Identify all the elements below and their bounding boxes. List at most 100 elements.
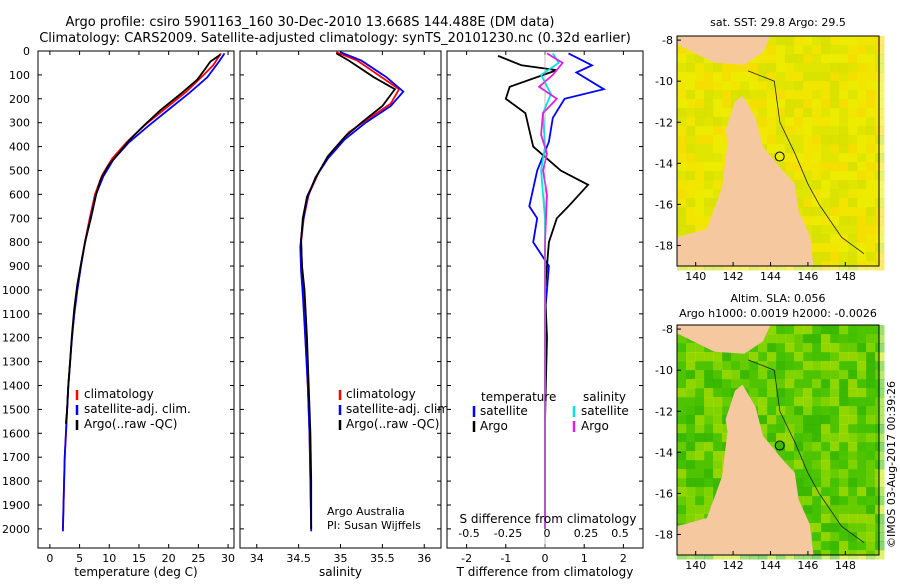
- data-cell: [686, 135, 696, 145]
- data-cell: [731, 63, 741, 73]
- data-cell: [794, 415, 804, 425]
- data-cell: [803, 135, 813, 145]
- data-cell: [821, 81, 831, 91]
- legend-label: satellite-adj. clim.: [346, 402, 453, 416]
- data-cell: [713, 171, 723, 181]
- data-cell: [794, 189, 804, 199]
- data-cell: [704, 424, 714, 434]
- data-cell: [857, 325, 867, 335]
- data-cell: [785, 325, 795, 335]
- data-cell: [857, 343, 867, 353]
- data-cell: [866, 135, 876, 145]
- data-cell: [857, 153, 867, 163]
- data-cell: [704, 406, 714, 416]
- data-cell: [812, 234, 822, 244]
- data-cell: [839, 180, 849, 190]
- data-cell: [776, 126, 786, 136]
- y-tick-label: 100: [9, 69, 30, 82]
- data-cell: [785, 343, 795, 353]
- data-cell: [839, 433, 849, 443]
- data-cell: [740, 370, 750, 380]
- data-cell: [848, 45, 858, 55]
- data-cell: [857, 505, 867, 515]
- data-cell: [830, 415, 840, 425]
- data-cell: [767, 343, 777, 353]
- data-cell: [830, 63, 840, 73]
- x-tick-label: 5: [76, 552, 83, 565]
- data-cell: [848, 379, 858, 389]
- data-cell: [839, 63, 849, 73]
- data-cell: [686, 352, 696, 362]
- data-cell: [821, 397, 831, 407]
- data-cell: [767, 72, 777, 82]
- data-cell: [713, 162, 723, 172]
- y-tick-label: 800: [9, 236, 30, 249]
- data-cell: [857, 487, 867, 497]
- data-cell: [866, 523, 876, 533]
- data-cell: [875, 225, 885, 235]
- data-cell: [812, 496, 822, 506]
- data-cell: [830, 135, 840, 145]
- data-cell: [848, 388, 858, 398]
- data-cell: [812, 126, 822, 136]
- data-cell: [677, 189, 687, 199]
- data-cell: [803, 478, 813, 488]
- annotation-line: Argo Australia: [327, 505, 405, 518]
- data-cell: [731, 361, 741, 371]
- data-cell: [839, 442, 849, 452]
- data-cell: [875, 406, 885, 416]
- data-cell: [830, 99, 840, 109]
- data-cell: [803, 379, 813, 389]
- data-cell: [866, 325, 876, 335]
- data-cell: [704, 496, 714, 506]
- data-cell: [803, 117, 813, 127]
- data-cell: [767, 90, 777, 100]
- data-cell: [875, 496, 885, 506]
- data-cell: [875, 243, 885, 253]
- y-tick-label: 1100: [2, 308, 30, 321]
- data-cell: [695, 153, 705, 163]
- legend-header: temperature: [481, 390, 556, 404]
- data-cell: [713, 370, 723, 380]
- data-cell: [785, 117, 795, 127]
- data-cell: [695, 63, 705, 73]
- data-cell: [731, 81, 741, 91]
- data-cell: [803, 433, 813, 443]
- data-cell: [866, 36, 876, 46]
- data-cell: [839, 72, 849, 82]
- data-cell: [839, 460, 849, 470]
- data-cell: [848, 442, 858, 452]
- data-cell: [677, 388, 687, 398]
- data-cell: [875, 469, 885, 479]
- data-cell: [875, 216, 885, 226]
- legend-label: satellite: [581, 404, 629, 418]
- data-cell: [758, 379, 768, 389]
- data-cell: [794, 451, 804, 461]
- data-cell: [695, 361, 705, 371]
- data-cell: [803, 325, 813, 335]
- data-cell: [812, 442, 822, 452]
- data-cell: [803, 496, 813, 506]
- data-cell: [857, 406, 867, 416]
- data-cell: [803, 189, 813, 199]
- data-cell: [785, 424, 795, 434]
- data-cell: [677, 469, 687, 479]
- data-cell: [794, 460, 804, 470]
- data-cell: [848, 352, 858, 362]
- data-cell: [695, 99, 705, 109]
- data-cell: [857, 352, 867, 362]
- data-cell: [830, 496, 840, 506]
- data-cell: [677, 180, 687, 190]
- x-tick-label: 36: [417, 552, 431, 565]
- data-cell: [848, 126, 858, 136]
- data-cell: [857, 72, 867, 82]
- data-cell: [875, 90, 885, 100]
- data-cell: [677, 162, 687, 172]
- data-cell: [722, 379, 732, 389]
- data-cell: [839, 478, 849, 488]
- y-tick-label: 1300: [2, 356, 30, 369]
- data-cell: [875, 541, 885, 551]
- data-cell: [830, 108, 840, 118]
- data-cell: [812, 379, 822, 389]
- data-cell: [857, 460, 867, 470]
